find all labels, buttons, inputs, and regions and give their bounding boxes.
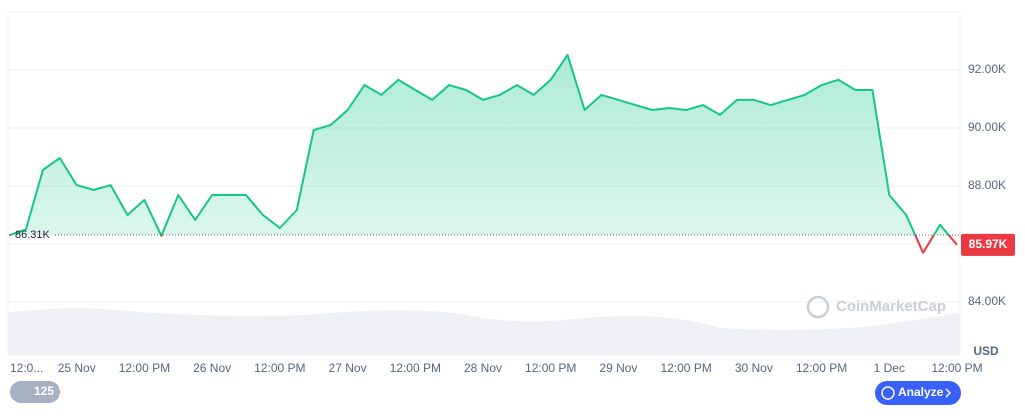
x-tick-label: 12:00 PM bbox=[931, 361, 982, 375]
analyze-text: Analyze bbox=[898, 385, 944, 399]
x-tick-label: 25 Nov bbox=[58, 361, 96, 375]
reference-label: 86.31K bbox=[15, 229, 51, 241]
x-tick-label: 26 Nov bbox=[193, 361, 231, 375]
x-tick-label: 12:0... bbox=[10, 361, 43, 375]
analyze-bg bbox=[875, 381, 961, 405]
price-area bbox=[9, 54, 949, 235]
y-tick-label: 92.00K bbox=[968, 62, 1006, 76]
badge-bg bbox=[10, 381, 60, 403]
analyze-button[interactable]: Analyze bbox=[875, 381, 961, 405]
analyze-chevron bbox=[945, 388, 952, 398]
count-badge[interactable]: 125 bbox=[10, 381, 60, 403]
current-price-label: 85.97K bbox=[969, 237, 1008, 251]
y-tick-label: 90.00K bbox=[968, 120, 1006, 134]
x-tick-label: 29 Nov bbox=[599, 361, 637, 375]
x-tick-label: 12:00 PM bbox=[660, 361, 711, 375]
watermark-logo bbox=[806, 295, 830, 319]
x-tick-label: 12:00 PM bbox=[390, 361, 441, 375]
price-line bbox=[8, 53, 958, 254]
y-tick-label: 84.00K bbox=[968, 294, 1006, 308]
x-tick-label: 12:00 PM bbox=[525, 361, 576, 375]
x-tick-label: 12:00 PM bbox=[254, 361, 305, 375]
x-tick-label: 27 Nov bbox=[329, 361, 367, 375]
analyze-icon bbox=[881, 386, 895, 400]
x-tick-label: 28 Nov bbox=[464, 361, 502, 375]
watermark-text: CoinMarketCap bbox=[836, 298, 946, 315]
current-price-bg bbox=[961, 233, 1015, 256]
watermark: CoinMarketCap bbox=[806, 295, 946, 319]
volume-area bbox=[8, 308, 960, 355]
y-tick-label: 88.00K bbox=[968, 178, 1006, 192]
x-tick-label: 1 Dec bbox=[874, 361, 905, 375]
badge-text: 125 bbox=[34, 384, 54, 398]
y-axis-label: USD bbox=[973, 344, 999, 358]
x-tick-label: 12:00 PM bbox=[796, 361, 847, 375]
x-tick-label: 30 Nov bbox=[735, 361, 773, 375]
x-tick-label: 12:00 PM bbox=[119, 361, 170, 375]
